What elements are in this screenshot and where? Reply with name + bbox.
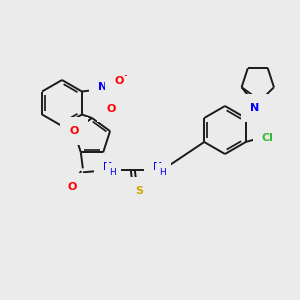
Text: H: H <box>160 168 166 177</box>
Text: O: O <box>114 76 124 85</box>
Text: S: S <box>135 186 143 197</box>
Text: N: N <box>103 162 112 172</box>
Text: O: O <box>106 103 116 113</box>
Text: +: + <box>104 78 112 87</box>
Text: N: N <box>153 162 163 172</box>
Text: -: - <box>123 70 127 80</box>
Text: H: H <box>110 168 116 177</box>
Text: Cl: Cl <box>262 133 274 143</box>
Text: O: O <box>67 182 76 192</box>
Text: O: O <box>69 126 79 136</box>
Text: N: N <box>250 103 260 113</box>
Text: N: N <box>98 82 107 92</box>
